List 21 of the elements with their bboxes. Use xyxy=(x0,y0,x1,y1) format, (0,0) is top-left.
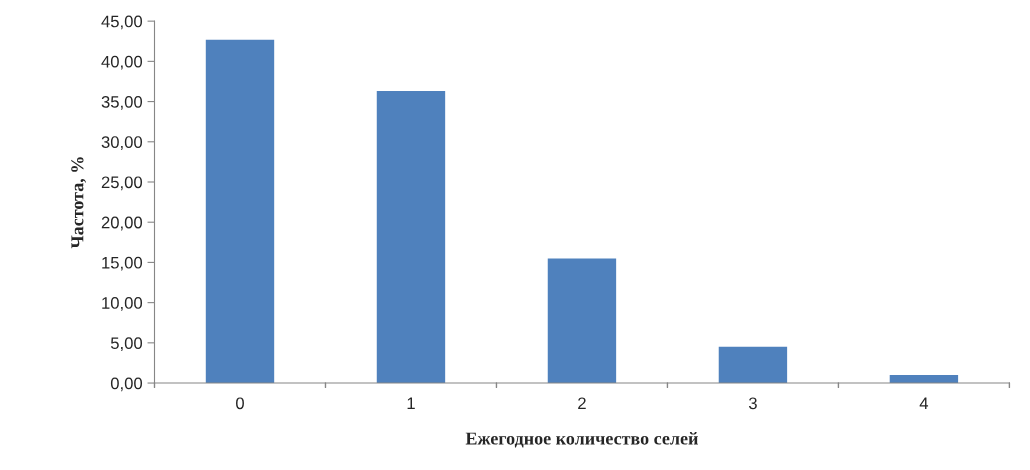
y-tick-label: 0,00 xyxy=(110,377,143,392)
x-tick-label: 3 xyxy=(748,397,757,410)
x-tick-label: 0 xyxy=(236,397,244,410)
y-tick-label: 45,00 xyxy=(101,15,143,30)
x-axis-title: Ежегодное количество селей xyxy=(465,432,698,448)
y-tick-label: 5,00 xyxy=(110,337,143,352)
y-tick-label: 35,00 xyxy=(101,95,143,110)
bar xyxy=(547,258,617,384)
x-tick-label: 4 xyxy=(919,397,929,410)
x-tick-label: 1 xyxy=(407,397,415,410)
y-tick-label: 30,00 xyxy=(101,136,143,150)
x-tick-label: 2 xyxy=(578,397,586,410)
y-tick-label: 25,00 xyxy=(101,176,143,191)
y-tick-label: 20,00 xyxy=(101,216,143,231)
y-tick-label: 40,00 xyxy=(101,55,143,70)
y-axis-title: Частота, % xyxy=(71,157,87,249)
y-tick-label: 10,00 xyxy=(102,297,143,311)
y-tick-label: 15,00 xyxy=(102,256,143,271)
bar xyxy=(718,346,788,384)
bar xyxy=(376,91,446,384)
bar xyxy=(205,39,275,384)
